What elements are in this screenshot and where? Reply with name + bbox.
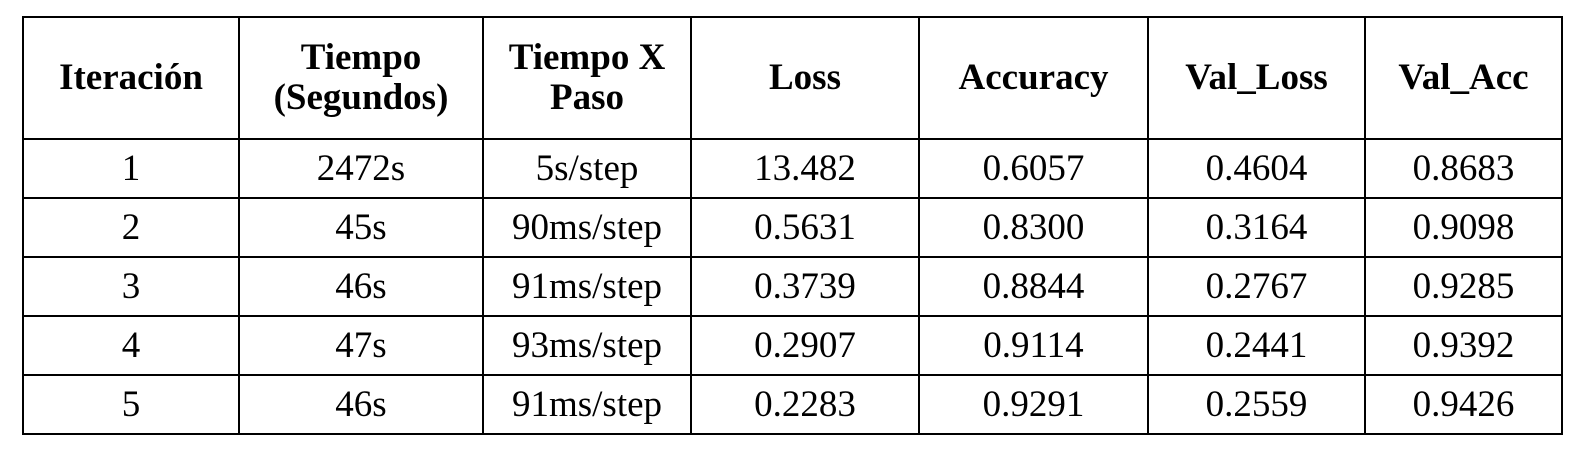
cell-val-acc: 0.9098 [1364,197,1563,258]
cell-iteracion: 3 [22,256,240,317]
cell-tiempo: 45s [238,197,484,258]
cell-val-acc: 0.9392 [1364,315,1563,376]
table-row: 1 2472s 5s/step 13.482 0.6057 0.4604 0.8… [22,138,1563,199]
cell-accuracy: 0.9114 [918,315,1149,376]
cell-tiempo-paso: 90ms/step [482,197,692,258]
header-row: Iteración Tiempo (Segundos) Tiempo X Pas… [22,16,1563,140]
cell-val-acc: 0.9426 [1364,374,1563,435]
table-row: 5 46s 91ms/step 0.2283 0.9291 0.2559 0.9… [22,374,1563,435]
cell-tiempo: 46s [238,256,484,317]
header-accuracy: Accuracy [918,16,1149,140]
cell-loss: 0.2283 [690,374,920,435]
cell-tiempo: 46s [238,374,484,435]
table-row: 2 45s 90ms/step 0.5631 0.8300 0.3164 0.9… [22,197,1563,258]
cell-tiempo-paso: 91ms/step [482,256,692,317]
cell-iteracion: 1 [22,138,240,199]
cell-val-loss: 0.3164 [1147,197,1366,258]
header-iteracion: Iteración [22,16,240,140]
cell-loss: 0.3739 [690,256,920,317]
table-row: 4 47s 93ms/step 0.2907 0.9114 0.2441 0.9… [22,315,1563,376]
results-table: Iteración Tiempo (Segundos) Tiempo X Pas… [22,16,1563,435]
cell-accuracy: 0.9291 [918,374,1149,435]
cell-loss: 0.5631 [690,197,920,258]
cell-iteracion: 5 [22,374,240,435]
header-tiempo-segundos: Tiempo (Segundos) [238,16,484,140]
table-row: 3 46s 91ms/step 0.3739 0.8844 0.2767 0.9… [22,256,1563,317]
cell-val-loss: 0.2767 [1147,256,1366,317]
cell-loss: 0.2907 [690,315,920,376]
cell-tiempo-paso: 91ms/step [482,374,692,435]
cell-tiempo: 47s [238,315,484,376]
cell-tiempo-paso: 5s/step [482,138,692,199]
cell-accuracy: 0.8844 [918,256,1149,317]
cell-iteracion: 4 [22,315,240,376]
cell-val-acc: 0.9285 [1364,256,1563,317]
cell-val-loss: 0.2559 [1147,374,1366,435]
cell-accuracy: 0.8300 [918,197,1149,258]
cell-val-loss: 0.4604 [1147,138,1366,199]
cell-val-loss: 0.2441 [1147,315,1366,376]
header-loss: Loss [690,16,920,140]
cell-iteracion: 2 [22,197,240,258]
header-tiempo-x-paso: Tiempo X Paso [482,16,692,140]
header-val-loss: Val_Loss [1147,16,1366,140]
cell-accuracy: 0.6057 [918,138,1149,199]
cell-loss: 13.482 [690,138,920,199]
header-val-acc: Val_Acc [1364,16,1563,140]
cell-tiempo-paso: 93ms/step [482,315,692,376]
cell-tiempo: 2472s [238,138,484,199]
cell-val-acc: 0.8683 [1364,138,1563,199]
